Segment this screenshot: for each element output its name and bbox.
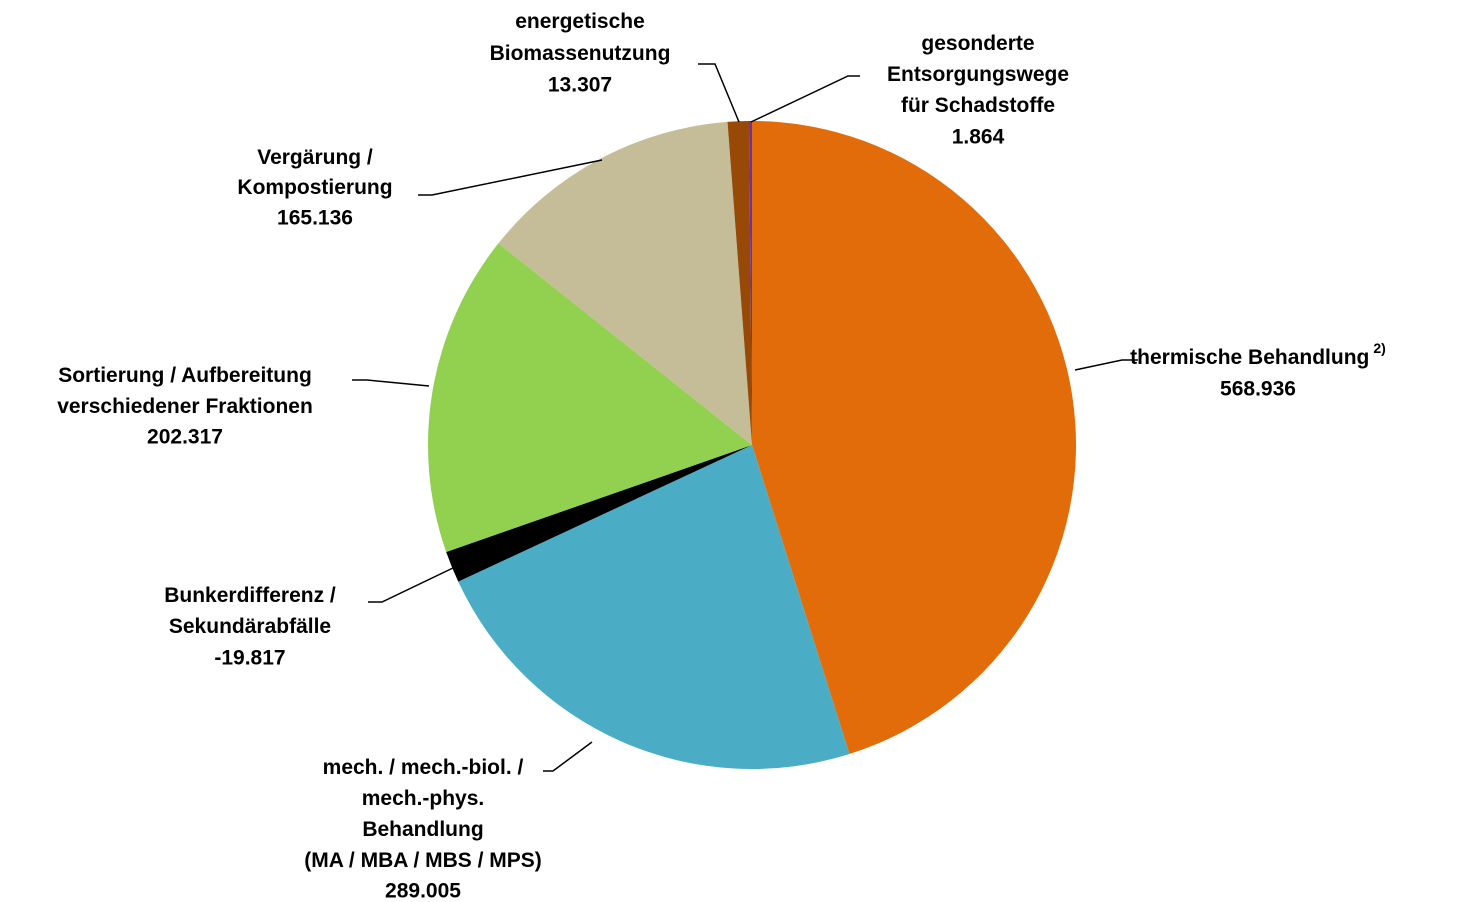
slice-label-text: Entsorgungswege xyxy=(887,63,1069,86)
slice-label: für Schadstoffe xyxy=(901,94,1055,117)
slice-label: Biomassenutzung xyxy=(490,42,671,65)
pie-slice xyxy=(428,243,752,553)
value-label: 289.005 xyxy=(385,880,461,902)
leader-line xyxy=(543,741,593,772)
slice-label-text: Sekundärabfälle xyxy=(169,615,331,638)
pie-slice xyxy=(748,121,752,445)
pie-slice xyxy=(727,121,752,446)
leader-line xyxy=(418,159,603,196)
slice-label-text: Vergärung / xyxy=(257,146,373,169)
value-label: 13.307 xyxy=(548,74,612,97)
slice-label: energetische xyxy=(515,10,645,33)
slice-label-text: mech. / mech.-biol. / xyxy=(323,756,524,779)
slice-label: Behandlung xyxy=(362,818,483,841)
slice-label: Entsorgungswege xyxy=(887,63,1069,86)
value-label: 568.936 xyxy=(1220,378,1296,401)
slice-label-text: energetische xyxy=(515,10,645,33)
slice-label: thermische Behandlung 2) xyxy=(1130,340,1386,369)
slice-label-text: mech.-phys. xyxy=(362,787,485,810)
pie-slice xyxy=(458,445,850,769)
value-label: 202.317 xyxy=(147,426,223,449)
slice-label-text: Biomassenutzung xyxy=(490,42,671,65)
slice-label: mech.-phys. xyxy=(362,787,485,810)
slice-label-text: Bunkerdifferenz / xyxy=(164,584,336,607)
footnote-mark: 2) xyxy=(1373,340,1385,356)
pie-slice xyxy=(446,445,752,582)
slice-label: Vergärung / xyxy=(257,146,373,169)
slice-label-text: Sortierung / Aufbereitung xyxy=(58,364,312,387)
leader-line xyxy=(352,379,430,387)
slice-label-text: Behandlung xyxy=(362,818,483,841)
slice-label-text: (MA / MBA / MBS / MPS) xyxy=(304,849,542,872)
slice-label: Bunkerdifferenz / xyxy=(164,584,336,607)
slice-label-text: für Schadstoffe xyxy=(901,94,1055,117)
value-label: 165.136 xyxy=(277,207,353,230)
pie-slice xyxy=(752,121,1076,755)
slice-label-text: thermische Behandlung xyxy=(1130,346,1369,369)
slice-label: Sortierung / Aufbereitung xyxy=(58,364,312,387)
value-label: 1.864 xyxy=(952,126,1005,149)
leader-line xyxy=(368,566,456,603)
pie-slice xyxy=(498,121,752,445)
slice-label: gesonderte xyxy=(921,32,1034,55)
value-label: -19.817 xyxy=(214,647,285,670)
leader-line xyxy=(1074,359,1138,371)
leader-line xyxy=(750,75,860,123)
slice-label: mech. / mech.-biol. / xyxy=(323,756,524,779)
slice-label: Sekundärabfälle xyxy=(169,615,331,638)
slice-label-text: Kompostierung xyxy=(237,176,392,199)
slice-label-text: verschiedener Fraktionen xyxy=(57,395,313,418)
slice-label: Kompostierung xyxy=(237,176,392,199)
slice-label: (MA / MBA / MBS / MPS) xyxy=(304,849,542,872)
leader-line xyxy=(698,63,740,123)
slice-label-text: gesonderte xyxy=(921,32,1034,55)
slice-label: verschiedener Fraktionen xyxy=(57,395,313,418)
